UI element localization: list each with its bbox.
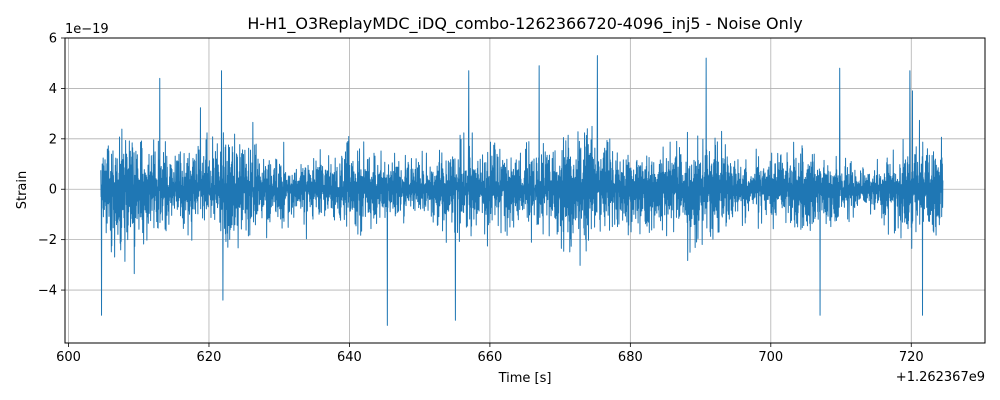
y-tick-label: −2 bbox=[38, 233, 57, 248]
x-offset-label: +1.262367e9 bbox=[896, 370, 985, 385]
y-scale-label: 1e−19 bbox=[65, 22, 109, 37]
x-axis-label: Time [s] bbox=[498, 371, 552, 386]
y-tick-label: 2 bbox=[49, 132, 57, 147]
y-tick-label: 6 bbox=[49, 32, 57, 47]
series-line bbox=[100, 55, 944, 326]
x-tick-label: 640 bbox=[337, 350, 362, 365]
plot-frame bbox=[64, 37, 986, 344]
x-tick-label: 720 bbox=[899, 350, 924, 365]
x-tick-label: 660 bbox=[477, 350, 502, 365]
y-axis: −4 −2 0 2 4 6 bbox=[38, 32, 65, 299]
y-tick-label: −4 bbox=[38, 284, 57, 299]
x-tick-label: 680 bbox=[618, 350, 643, 365]
y-axis-label: Strain bbox=[15, 171, 30, 210]
x-axis: 600 620 640 660 680 700 720 bbox=[56, 343, 924, 365]
x-tick-label: 700 bbox=[758, 350, 783, 365]
y-tick-label: 0 bbox=[49, 183, 57, 198]
x-tick-label: 600 bbox=[56, 350, 81, 365]
y-tick-label: 4 bbox=[49, 82, 57, 97]
chart-title: H-H1_O3ReplayMDC_iDQ_combo-1262366720-40… bbox=[247, 14, 802, 34]
x-tick-label: 620 bbox=[197, 350, 222, 365]
